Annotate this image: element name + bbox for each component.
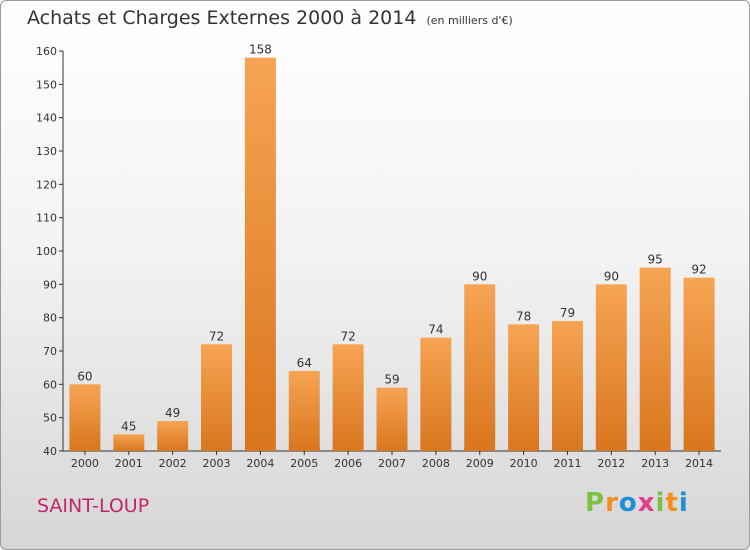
bar-2008 (420, 337, 452, 451)
bar-2007 (376, 387, 408, 451)
logo-letter: P (585, 488, 606, 518)
data-label-2008: 74 (428, 323, 443, 337)
bar-2013 (639, 267, 671, 451)
bar-2012 (595, 284, 627, 451)
proxiti-logo[interactable]: Proxiti (585, 488, 689, 518)
y-tick-label: 160 (36, 45, 57, 58)
bar-2006 (332, 344, 364, 451)
bar-2014 (683, 277, 715, 451)
bar-2003 (201, 344, 233, 451)
y-tick-label: 80 (43, 312, 57, 325)
x-tick-label: 2011 (553, 457, 581, 470)
y-tick-label: 110 (36, 212, 57, 225)
data-label-2005: 64 (297, 356, 312, 370)
bar-2001 (113, 434, 145, 451)
y-tick-label: 90 (43, 278, 57, 291)
data-label-2003: 72 (209, 329, 224, 343)
y-tick-label: 100 (36, 245, 57, 258)
logo-letter: i (678, 488, 689, 518)
data-label-2014: 92 (691, 263, 706, 277)
x-tick-label: 2012 (597, 457, 625, 470)
bar-2010 (508, 324, 540, 451)
chart-title: Achats et Charges Externes 2000 à 2014 (e… (27, 7, 513, 29)
logo-letter: t (665, 488, 679, 518)
bar-2011 (551, 321, 583, 451)
data-label-2001: 45 (121, 419, 136, 433)
bar-2002 (157, 421, 189, 451)
y-tick-label: 120 (36, 178, 57, 191)
data-label-2006: 72 (340, 329, 355, 343)
data-label-2000: 60 (77, 369, 92, 383)
y-tick-label: 130 (36, 145, 57, 158)
data-label-2011: 79 (560, 306, 575, 320)
y-tick-label: 140 (36, 112, 57, 125)
x-tick-label: 2001 (115, 457, 143, 470)
x-tick-label: 2005 (290, 457, 318, 470)
x-tick-label: 2003 (203, 457, 231, 470)
x-tick-label: 2014 (685, 457, 713, 470)
x-tick-label: 2000 (71, 457, 99, 470)
x-tick-label: 2013 (641, 457, 669, 470)
data-label-2002: 49 (165, 406, 180, 420)
commune-name: SAINT-LOUP (37, 495, 150, 517)
y-tick-label: 60 (43, 378, 57, 391)
logo-letter: o (618, 488, 638, 518)
logo-letter: x (637, 488, 656, 518)
bar-2005 (288, 371, 320, 451)
data-label-2013: 95 (648, 253, 663, 267)
x-tick-label: 2008 (422, 457, 450, 470)
chart-title-text: Achats et Charges Externes 2000 à 2014 (27, 7, 417, 29)
y-tick-label: 70 (43, 345, 57, 358)
bar-2004 (244, 57, 276, 452)
data-label-2004: 158 (249, 43, 272, 57)
y-tick-label: 150 (36, 78, 57, 91)
logo-letter: r (605, 488, 619, 518)
data-label-2012: 90 (604, 269, 619, 283)
x-tick-label: 2007 (378, 457, 406, 470)
y-tick-label: 50 (43, 412, 57, 425)
data-label-2010: 78 (516, 309, 531, 323)
data-label-2009: 90 (472, 269, 487, 283)
x-tick-label: 2006 (334, 457, 362, 470)
chart-subtitle: (en milliers d'€) (426, 14, 513, 27)
y-tick-label: 40 (43, 445, 57, 458)
data-label-2007: 59 (384, 373, 399, 387)
x-tick-label: 2002 (159, 457, 187, 470)
x-tick-label: 2004 (246, 457, 274, 470)
x-tick-label: 2010 (510, 457, 538, 470)
bar-2000 (69, 384, 101, 451)
x-tick-label: 2009 (466, 457, 494, 470)
bar-2009 (464, 284, 496, 451)
logo-letter: i (655, 488, 666, 518)
